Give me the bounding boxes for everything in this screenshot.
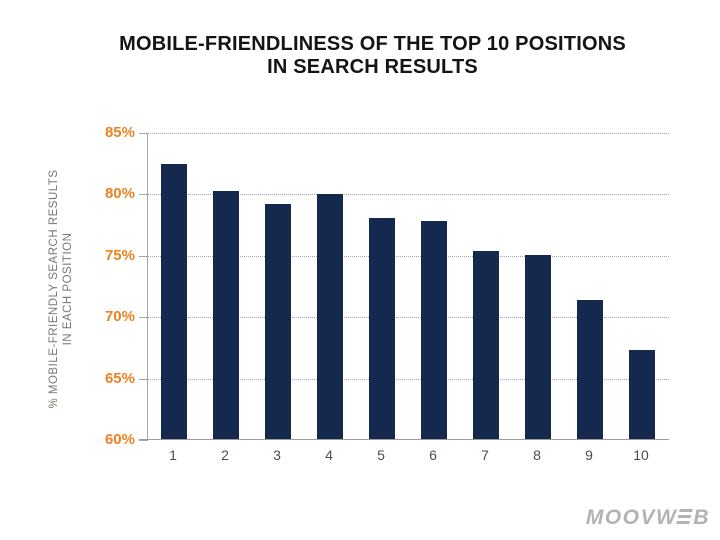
y-tick-label-70: 70% (104, 308, 135, 325)
y-axis-title: % MOBILE-FRIENDLY SEARCH RESULTS IN EACH… (47, 119, 75, 459)
y-tick-60 (139, 440, 148, 441)
bar-position-9 (577, 300, 603, 440)
y-tick-80 (139, 194, 148, 195)
bar-position-1 (161, 164, 187, 440)
y-tick-75 (139, 256, 148, 257)
gridline-65 (148, 379, 669, 380)
y-tick-label-65: 65% (104, 370, 135, 387)
y-tick-85 (139, 133, 148, 134)
bar-position-3 (265, 204, 291, 440)
bar-position-6 (421, 221, 447, 440)
x-tick-label-6: 6 (429, 447, 437, 463)
x-tick-label-9: 9 (585, 447, 593, 463)
logo-stylized-e-icon (676, 509, 694, 524)
gridline-85 (148, 133, 669, 134)
bar-position-4 (317, 194, 343, 440)
y-tick-65 (139, 379, 148, 380)
moovweb-logo: MOOVW B (585, 506, 710, 529)
gridline-75 (148, 256, 669, 257)
chart-title: MOBILE-FRIENDLINESS OF THE TOP 10 POSITI… (60, 33, 685, 79)
bar-position-7 (473, 251, 499, 440)
y-tick-label-85: 85% (104, 124, 135, 141)
x-tick-label-2: 2 (221, 447, 229, 463)
x-tick-label-7: 7 (481, 447, 489, 463)
x-tick-label-3: 3 (273, 447, 281, 463)
bar-position-10 (629, 350, 655, 440)
x-tick-label-5: 5 (377, 447, 385, 463)
x-tick-label-4: 4 (325, 447, 333, 463)
bar-position-8 (525, 255, 551, 440)
x-axis-baseline (139, 439, 669, 440)
y-tick-label-80: 80% (104, 185, 135, 202)
plot-area (139, 133, 669, 441)
y-axis-title-line1: % MOBILE-FRIENDLY SEARCH RESULTS (48, 169, 60, 409)
y-axis-title-line2: IN EACH POSITION (62, 232, 74, 346)
x-tick-label-1: 1 (169, 447, 177, 463)
logo-text-left: MOOVW (585, 506, 678, 529)
chart-title-line1: MOBILE-FRIENDLINESS OF THE TOP 10 POSITI… (119, 33, 626, 55)
y-tick-label-75: 75% (104, 247, 135, 264)
y-tick-label-60: 60% (104, 431, 135, 448)
chart-title-line2: IN SEARCH RESULTS (267, 56, 478, 78)
logo-text-right: B (693, 506, 710, 529)
x-tick-label-8: 8 (533, 447, 541, 463)
gridline-80 (148, 194, 669, 195)
bar-position-5 (369, 218, 395, 440)
y-tick-70 (139, 317, 148, 318)
bar-position-2 (213, 191, 239, 440)
x-tick-label-10: 10 (633, 447, 649, 463)
gridline-70 (148, 317, 669, 318)
